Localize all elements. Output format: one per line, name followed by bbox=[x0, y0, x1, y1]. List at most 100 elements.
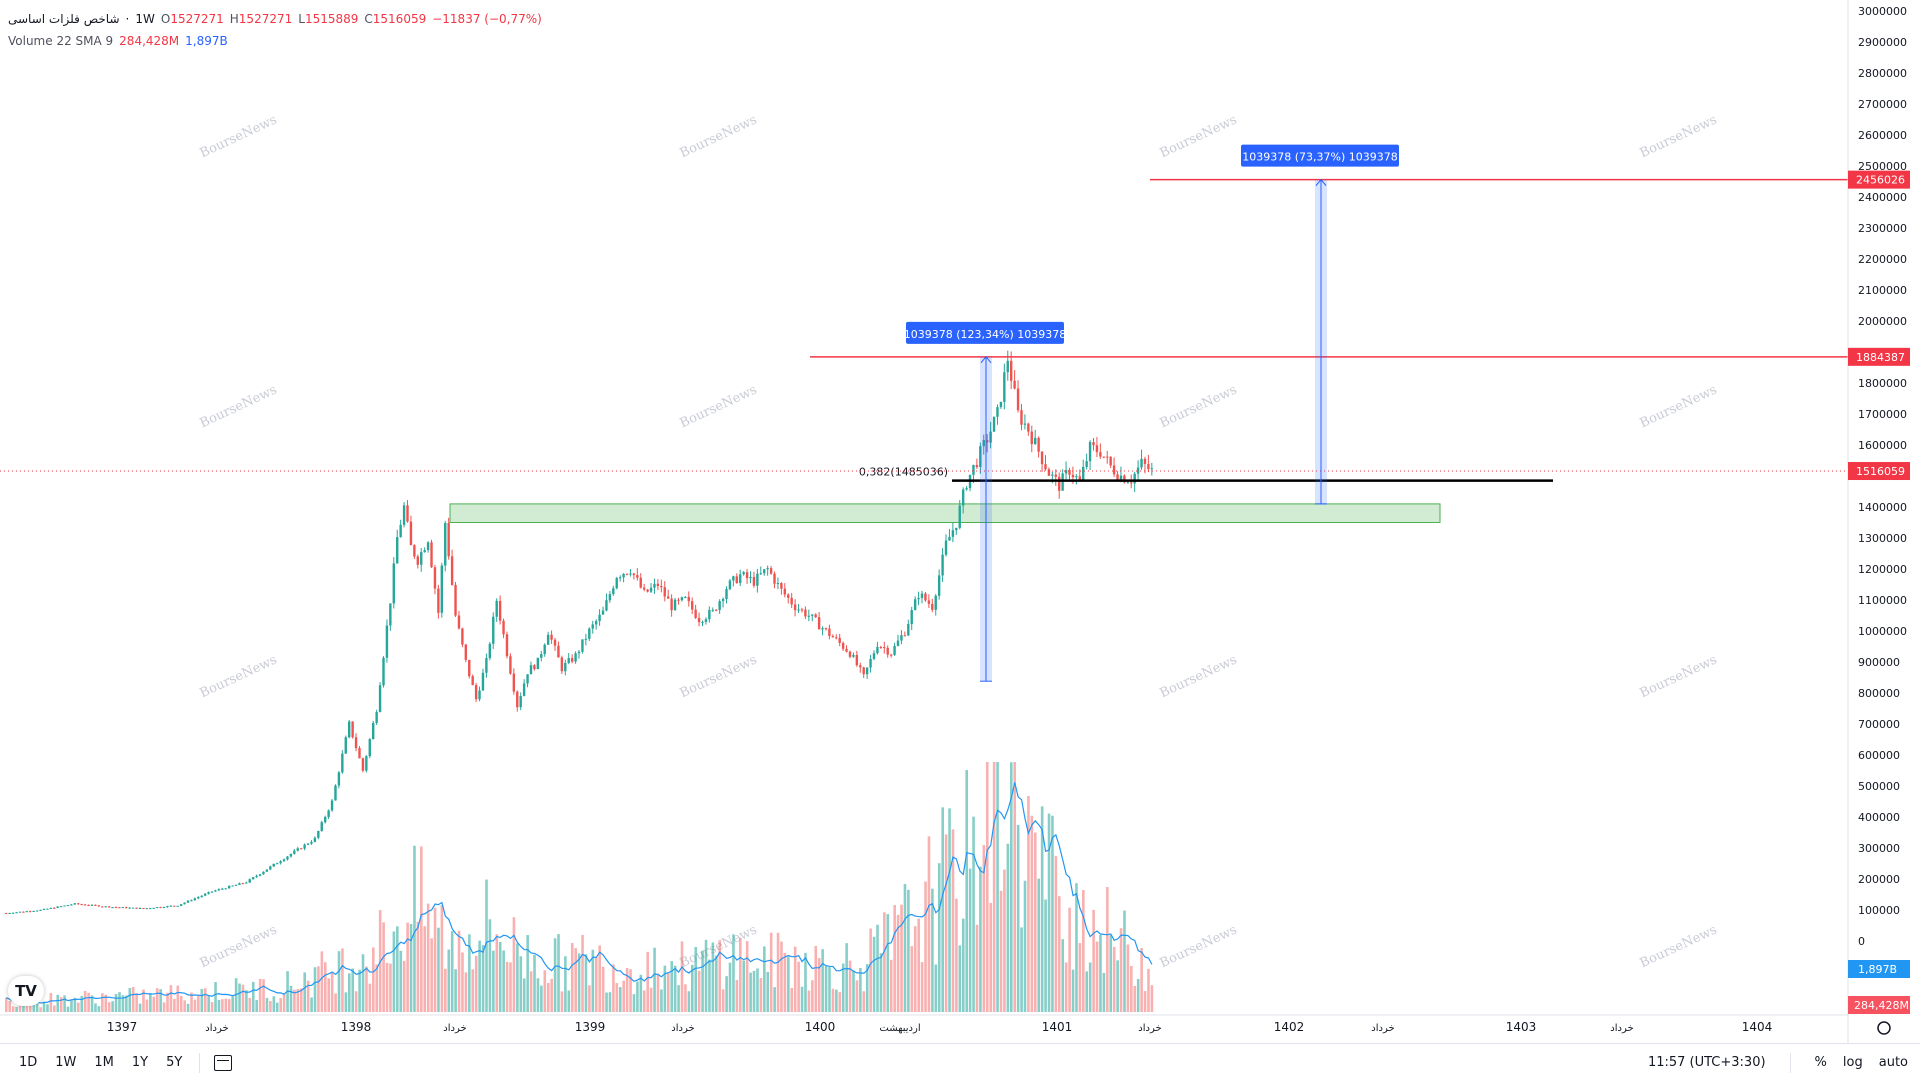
volume-bar bbox=[639, 974, 643, 1012]
horizontal-levels[interactable]: 0,382(1485036) bbox=[0, 178, 1848, 482]
candle-body bbox=[660, 586, 663, 588]
tradingview-logo[interactable]: TV bbox=[8, 976, 44, 1006]
volume-bar bbox=[210, 1002, 214, 1012]
volume-bar bbox=[550, 978, 553, 1012]
candle-body bbox=[375, 711, 378, 723]
candle-body bbox=[457, 615, 461, 629]
range-1m-button[interactable]: 1M bbox=[94, 1055, 114, 1070]
volume-bar bbox=[245, 990, 248, 1012]
volume-bar bbox=[341, 948, 344, 1012]
percent-toggle[interactable]: % bbox=[1814, 1055, 1827, 1070]
volume-bar bbox=[1037, 878, 1041, 1012]
candle-body bbox=[896, 640, 900, 646]
volume-bar bbox=[677, 985, 680, 1012]
volume-bar bbox=[896, 914, 900, 1012]
volume-bar bbox=[365, 966, 368, 1012]
volume-bar bbox=[262, 979, 265, 1012]
candle-body bbox=[961, 489, 965, 506]
volume-bar bbox=[409, 924, 413, 1012]
volume-bar bbox=[49, 992, 53, 1012]
watermark-text: BourseNews bbox=[1638, 382, 1720, 431]
zone-rect bbox=[449, 503, 1441, 523]
volume-bar bbox=[1009, 762, 1013, 1012]
volume-bar bbox=[166, 992, 169, 1012]
candle-body bbox=[841, 643, 845, 649]
interval-label[interactable]: 1W bbox=[135, 12, 155, 26]
volume-bar bbox=[385, 962, 389, 1012]
candle-body bbox=[83, 904, 87, 906]
volume-bar bbox=[488, 919, 492, 1012]
candle-body bbox=[824, 628, 828, 630]
range-5y-button[interactable]: 5Y bbox=[166, 1055, 183, 1070]
symbol-title[interactable]: شاخص فلزات اساسی bbox=[8, 12, 120, 26]
candle-body bbox=[118, 907, 121, 909]
title-separator: · bbox=[125, 12, 130, 26]
volume-bar bbox=[317, 966, 320, 1012]
volume-bar bbox=[299, 988, 303, 1012]
volume-bar bbox=[279, 998, 282, 1012]
volume-bar bbox=[941, 807, 944, 1012]
candle-body bbox=[440, 565, 444, 613]
candle-body bbox=[564, 662, 567, 672]
time-axis[interactable]: 1397 خرداد 1398 خرداد 1399 خرداد 1400 اردیبهشت 1… bbox=[0, 1014, 1848, 1034]
candle-body bbox=[29, 911, 32, 913]
watermark-text: BourseNews bbox=[678, 652, 760, 701]
candle-body bbox=[742, 572, 745, 575]
candle-body bbox=[1034, 437, 1037, 445]
candle-body bbox=[385, 625, 389, 658]
candle-body bbox=[1040, 451, 1044, 465]
candle-body bbox=[800, 609, 804, 611]
price-tick: 2800000 bbox=[1858, 67, 1907, 80]
auto-toggle[interactable]: auto bbox=[1878, 1055, 1908, 1070]
volume-bar bbox=[728, 962, 732, 1012]
volume-bar bbox=[855, 980, 859, 1012]
candle-body bbox=[1112, 465, 1116, 475]
candle-body bbox=[941, 554, 944, 576]
volume-bar bbox=[190, 992, 193, 1012]
calendar-icon[interactable] bbox=[214, 1054, 233, 1071]
tv-logo-glyph: TV bbox=[15, 982, 37, 1000]
candle-body bbox=[22, 911, 25, 913]
volume-bar bbox=[608, 992, 612, 1012]
candle-body bbox=[251, 877, 255, 880]
candle-body bbox=[310, 841, 313, 844]
price-chart[interactable]: BourseNews BourseNews BourseNews BourseNews… bbox=[0, 0, 1920, 1043]
price-axis[interactable]: 0 100000 200000 300000 400000 500000 600000 700… bbox=[1847, 0, 1910, 1043]
volume-value: 284,428M bbox=[119, 34, 180, 48]
candle-body bbox=[865, 667, 869, 675]
candle-body bbox=[749, 576, 752, 579]
volume-bar bbox=[687, 991, 691, 1012]
volume-bar bbox=[581, 934, 584, 1012]
candle-body bbox=[234, 884, 238, 886]
candlestick-series bbox=[5, 350, 1154, 915]
candle-body bbox=[632, 573, 636, 576]
candle-body bbox=[594, 621, 598, 625]
support-zone[interactable] bbox=[449, 503, 1441, 523]
candle-body bbox=[718, 601, 721, 610]
volume-bar bbox=[958, 945, 962, 1012]
volume-bar bbox=[70, 1000, 73, 1012]
candle-body bbox=[615, 578, 618, 589]
volume-bar bbox=[59, 997, 63, 1012]
range-1y-button[interactable]: 1Y bbox=[131, 1055, 149, 1070]
measure-tools[interactable]: 1039378 (123,34%) 1039378 1039378 (73,37%… bbox=[904, 144, 1399, 682]
candle-body bbox=[354, 737, 358, 749]
volume-bar bbox=[972, 816, 975, 1012]
volume-bar bbox=[471, 969, 475, 1012]
volume-bar bbox=[773, 987, 776, 1012]
candle-body bbox=[639, 577, 642, 588]
time-zone-label[interactable]: 11:57 (UTC+3:30) bbox=[1647, 1055, 1766, 1070]
bottom-toolbar: 1D 1W 1M 1Y 5Y 11:57 (UTC+3:30) % log au… bbox=[0, 1043, 1920, 1081]
volume-bar bbox=[1058, 896, 1061, 1012]
candle-body bbox=[217, 889, 221, 891]
range-1w-button[interactable]: 1W bbox=[55, 1055, 77, 1070]
volume-bar bbox=[348, 973, 351, 1012]
volume-bar bbox=[87, 992, 90, 1012]
volume-bar bbox=[128, 988, 132, 1012]
candle-body bbox=[889, 654, 893, 656]
volume-bar bbox=[848, 960, 852, 1012]
candle-body bbox=[420, 552, 423, 565]
volume-indicator-name[interactable]: Volume 22 SMA 9 bbox=[8, 34, 114, 48]
log-toggle[interactable]: log bbox=[1842, 1055, 1863, 1070]
range-1d-button[interactable]: 1D bbox=[19, 1055, 38, 1070]
